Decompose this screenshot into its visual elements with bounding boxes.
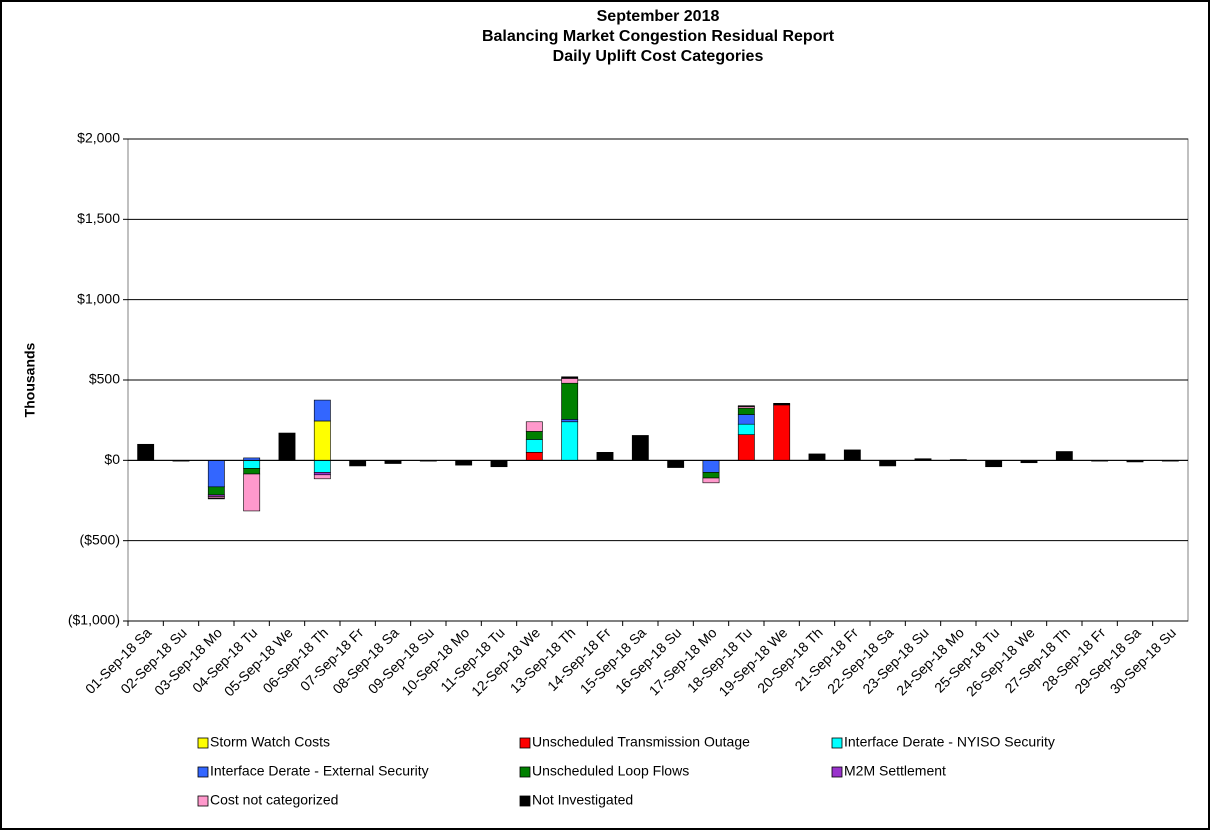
bar-segment — [561, 419, 579, 423]
bar-segment — [455, 460, 473, 466]
bar-segment — [207, 486, 225, 496]
bar-segment — [349, 460, 367, 467]
bar-segment — [596, 451, 614, 461]
bar-segment — [561, 382, 579, 420]
bar-segment — [313, 472, 331, 476]
bar-segment — [525, 431, 543, 440]
bar-segment — [207, 460, 225, 488]
y-tick-label: ($1,000) — [68, 612, 120, 628]
legend-swatch — [519, 795, 531, 807]
bar-segment — [631, 435, 649, 461]
bar-segment — [525, 439, 543, 453]
bar-segment — [702, 460, 720, 473]
legend-swatch — [197, 737, 209, 749]
legend-swatch — [519, 737, 531, 749]
bar-segment — [879, 460, 897, 467]
legend-label: Unscheduled Transmission Outage — [532, 734, 750, 750]
chart-title: Balancing Market Congestion Residual Rep… — [482, 28, 835, 45]
legend-label: Interface Derate - External Security — [210, 763, 429, 779]
bar-segment — [702, 477, 720, 484]
legend-swatch — [519, 766, 531, 778]
bar-segment — [207, 497, 225, 500]
bar-segment — [773, 402, 791, 406]
bar-segment — [808, 453, 826, 461]
bar-segment — [1055, 451, 1073, 461]
bar-segment — [137, 443, 155, 461]
bar-segment — [702, 472, 720, 479]
legend-swatch — [197, 766, 209, 778]
legend-swatch — [197, 795, 209, 807]
bar-segment — [313, 399, 331, 422]
bar-segment — [737, 407, 755, 415]
y-tick-label: $500 — [89, 371, 120, 387]
legend-label: Cost not categorized — [210, 792, 338, 808]
bar-segment — [243, 460, 261, 469]
bar-segment — [525, 451, 543, 461]
y-tick-label: $1,000 — [77, 290, 120, 306]
bar-segment — [561, 421, 579, 461]
chart-title: Daily Uplift Cost Categories — [553, 48, 764, 65]
legend-label: Storm Watch Costs — [210, 734, 330, 750]
bar-segment — [843, 449, 861, 461]
bar-segment — [737, 405, 755, 407]
y-tick-label: $1,500 — [77, 210, 120, 226]
y-tick-label: $0 — [104, 451, 120, 467]
y-axis-label: Thousands — [22, 342, 38, 417]
legend-label: Interface Derate - NYISO Security — [844, 734, 1055, 750]
legend-swatch — [831, 766, 843, 778]
legend-swatch — [831, 737, 843, 749]
bar-segment — [737, 423, 755, 435]
legend-label: Not Investigated — [532, 792, 633, 808]
bar-segment — [773, 404, 791, 461]
bar-segment — [313, 474, 331, 480]
y-tick-label: $2,000 — [77, 130, 120, 146]
bar-segment — [737, 434, 755, 461]
bar-segment — [243, 473, 261, 512]
y-tick-label: ($500) — [80, 531, 120, 547]
bar-segment — [490, 460, 508, 468]
bar-segment — [667, 460, 685, 468]
bar-segment — [278, 432, 296, 461]
bar-segment — [985, 460, 1003, 468]
legend-label: M2M Settlement — [844, 763, 946, 779]
bar-segment — [243, 468, 261, 475]
bar-segment — [525, 421, 543, 432]
bar-segment — [737, 414, 755, 425]
bar-segment — [561, 378, 579, 384]
legend-label: Unscheduled Loop Flows — [532, 763, 689, 779]
bar-segment — [561, 376, 579, 379]
chart-title: September 2018 — [597, 8, 720, 25]
bar-segment — [313, 420, 331, 461]
bar-segment — [313, 460, 331, 473]
